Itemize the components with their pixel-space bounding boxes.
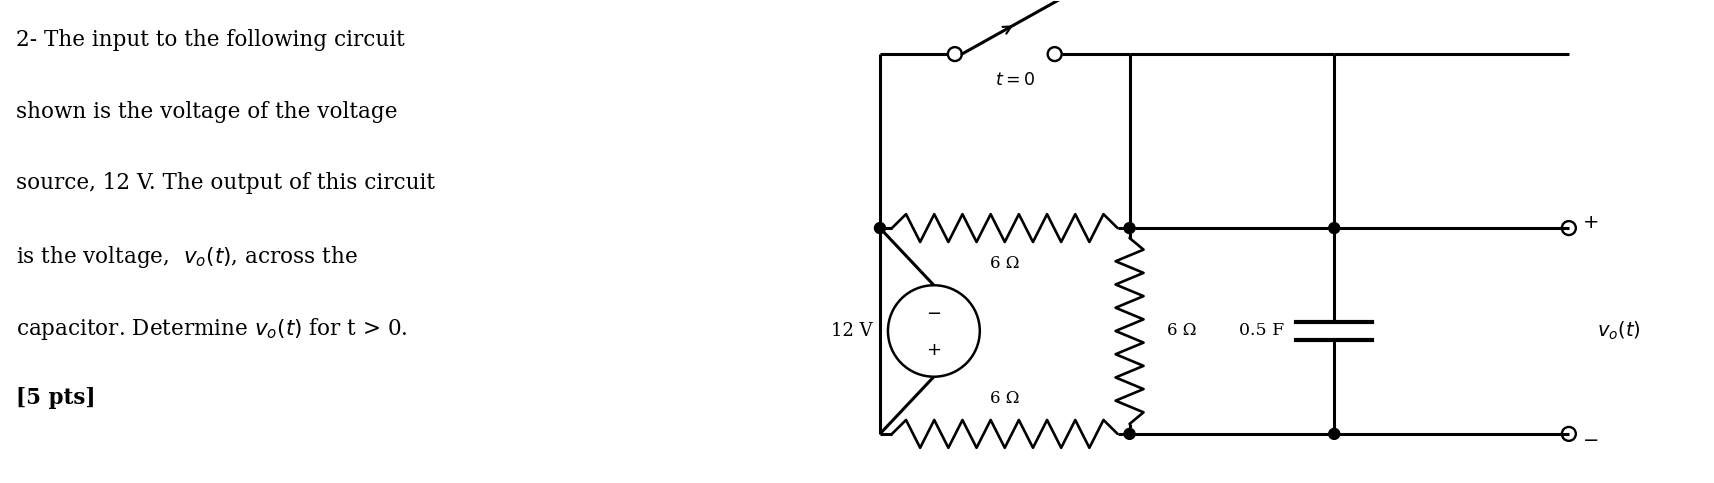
Circle shape: [874, 223, 886, 234]
Text: $v_o(t)$: $v_o(t)$: [1597, 320, 1640, 342]
Text: shown is the voltage of the voltage: shown is the voltage of the voltage: [17, 101, 398, 123]
Text: is the voltage,  $v_o(t)$, across the: is the voltage, $v_o(t)$, across the: [17, 244, 358, 270]
Text: $-$: $-$: [926, 303, 941, 321]
Circle shape: [1328, 428, 1340, 440]
Text: 6 Ω: 6 Ω: [1167, 323, 1196, 340]
Text: source, 12 V. The output of this circuit: source, 12 V. The output of this circuit: [17, 172, 435, 194]
Text: 6 Ω: 6 Ω: [991, 390, 1020, 407]
Text: 12 V: 12 V: [831, 322, 872, 340]
Text: $t = 0$: $t = 0$: [994, 72, 1035, 89]
Text: 0.5 F: 0.5 F: [1239, 323, 1284, 340]
Text: [5 pts]: [5 pts]: [17, 387, 96, 409]
Circle shape: [1124, 223, 1135, 234]
Text: $-$: $-$: [1582, 430, 1597, 448]
Text: 2- The input to the following circuit: 2- The input to the following circuit: [17, 29, 405, 51]
Text: $+$: $+$: [926, 341, 941, 359]
Text: 6 Ω: 6 Ω: [991, 255, 1020, 272]
Circle shape: [1328, 223, 1340, 234]
Text: capacitor. Determine $v_o(t)$ for t > 0.: capacitor. Determine $v_o(t)$ for t > 0.: [17, 315, 408, 341]
Circle shape: [1124, 428, 1135, 440]
Text: $+$: $+$: [1582, 214, 1597, 232]
